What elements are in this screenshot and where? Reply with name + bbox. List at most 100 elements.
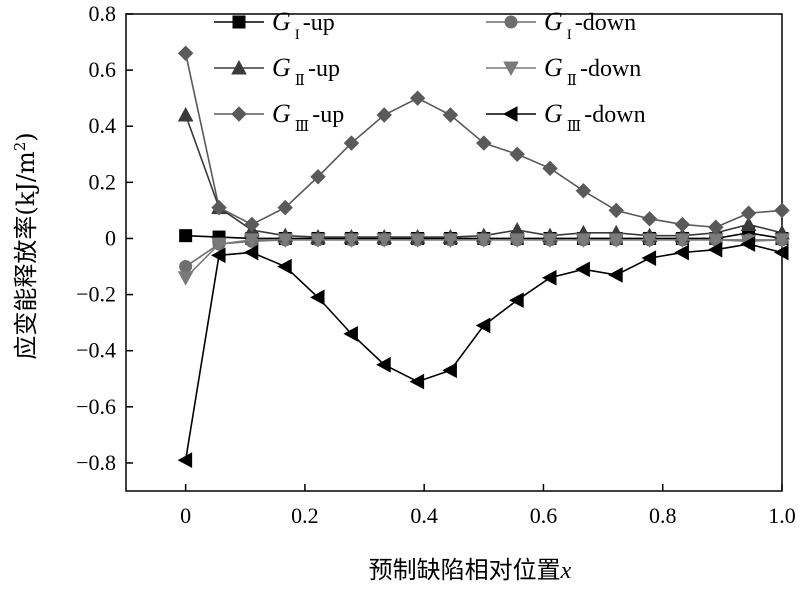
data-point (773, 244, 789, 261)
series-G_III-up (177, 45, 790, 235)
data-point (708, 219, 724, 235)
data-point (277, 233, 294, 248)
data-point (740, 236, 756, 252)
y-tick-label: −0.4 (76, 338, 116, 363)
data-point (376, 107, 392, 123)
data-point (409, 90, 426, 106)
data-point (442, 233, 459, 248)
data-point (343, 326, 358, 342)
data-point (674, 233, 691, 248)
legend-marker (504, 15, 518, 29)
data-point (376, 233, 393, 248)
data-point (442, 107, 459, 123)
data-point (177, 452, 193, 468)
data-point (476, 135, 492, 151)
series-G_II-up (177, 106, 790, 244)
data-point (740, 216, 757, 231)
data-point (774, 202, 790, 219)
legend-item: G Ⅱ -down (486, 53, 641, 89)
data-point (243, 233, 260, 248)
legend-marker (502, 106, 518, 122)
data-point (542, 233, 558, 248)
y-tick-label: 0.6 (89, 57, 117, 82)
data-point (177, 45, 194, 61)
x-tick-label: 0 (180, 503, 191, 528)
data-point (575, 183, 592, 199)
series-layer (177, 45, 790, 468)
data-point (310, 233, 326, 248)
data-point (277, 258, 292, 275)
data-point (409, 233, 426, 248)
data-point (509, 146, 525, 163)
data-point (177, 106, 194, 122)
y-tick-label: −0.6 (76, 394, 116, 419)
x-tick-label: 0.8 (649, 503, 677, 528)
x-tick-label: 0.4 (410, 503, 438, 528)
x-tick-label: 0.2 (291, 503, 319, 528)
data-point (774, 233, 790, 248)
y-tick-label: −0.2 (76, 282, 116, 307)
data-point (277, 199, 293, 216)
data-point (674, 216, 691, 233)
legend-label: G Ⅲ -down (544, 99, 646, 135)
legend-item: G I -down (486, 7, 636, 43)
data-point (211, 237, 227, 253)
series-G_II-down (177, 233, 790, 286)
data-point (179, 229, 193, 243)
y-tick-label: 0.8 (89, 1, 117, 26)
data-point (376, 356, 391, 373)
y-tick-label: −0.8 (76, 450, 116, 475)
legend-label: G I -up (272, 7, 335, 43)
legend-label: G Ⅱ -down (544, 53, 641, 89)
data-point (541, 269, 557, 286)
y-tick-label: 0.2 (89, 169, 117, 194)
legend-label: G Ⅲ -up (272, 99, 344, 135)
y-tick-label: 0 (105, 225, 116, 250)
data-point (641, 250, 657, 266)
data-point (309, 289, 325, 306)
x-tick-label: 1.0 (768, 503, 796, 528)
data-point (243, 244, 259, 261)
legend-marker (232, 15, 246, 29)
data-point (641, 233, 658, 248)
data-point (343, 135, 360, 151)
data-point (608, 267, 623, 283)
data-point (641, 211, 658, 227)
legend-item: G Ⅲ -down (486, 99, 646, 135)
data-point (608, 202, 624, 219)
legend-marker (503, 61, 519, 77)
data-point (575, 233, 592, 248)
data-point (244, 216, 260, 233)
legend-marker (231, 106, 247, 122)
data-point (509, 292, 524, 309)
legend-item: G Ⅲ -up (214, 99, 344, 135)
data-point (707, 241, 723, 258)
series-line (184, 243, 783, 461)
legend-item: G I -up (214, 7, 335, 43)
plot-area: 0 0.2 0.4 0.6 0.8 1.0 0.8 0.6 0.4 0.2 0 −0.2 −0.4 −0.… (76, 1, 796, 528)
x-axis-title: 预制缺陷相对位置x (369, 556, 572, 584)
series-G_III-down (177, 236, 789, 468)
data-point (608, 233, 625, 248)
ticks-layer: 0 0.2 0.4 0.6 0.8 1.0 0.8 0.6 0.4 0.2 0 −0.2 −0.4 −0.… (76, 1, 796, 528)
data-point (211, 199, 227, 216)
data-point (343, 233, 360, 248)
data-point (475, 317, 491, 334)
series-line (184, 114, 783, 238)
data-point (177, 271, 194, 286)
data-point (310, 169, 326, 185)
y-tick-label: 0.4 (89, 113, 117, 138)
legend-label: G I -down (544, 7, 636, 43)
data-point (179, 260, 193, 274)
legend-item: G Ⅱ -up (214, 53, 340, 89)
data-point (575, 261, 590, 278)
y-axis-title: 应变能释放率(kJ/m2) (11, 132, 40, 359)
data-point (210, 247, 226, 264)
data-point (475, 233, 492, 248)
data-point (674, 244, 689, 261)
data-point (542, 160, 558, 177)
data-point (740, 205, 757, 221)
legend: G I -up G I -down G Ⅱ -up G Ⅱ -down G Ⅲ -up G Ⅲ -down (214, 7, 646, 135)
data-point (442, 362, 457, 379)
